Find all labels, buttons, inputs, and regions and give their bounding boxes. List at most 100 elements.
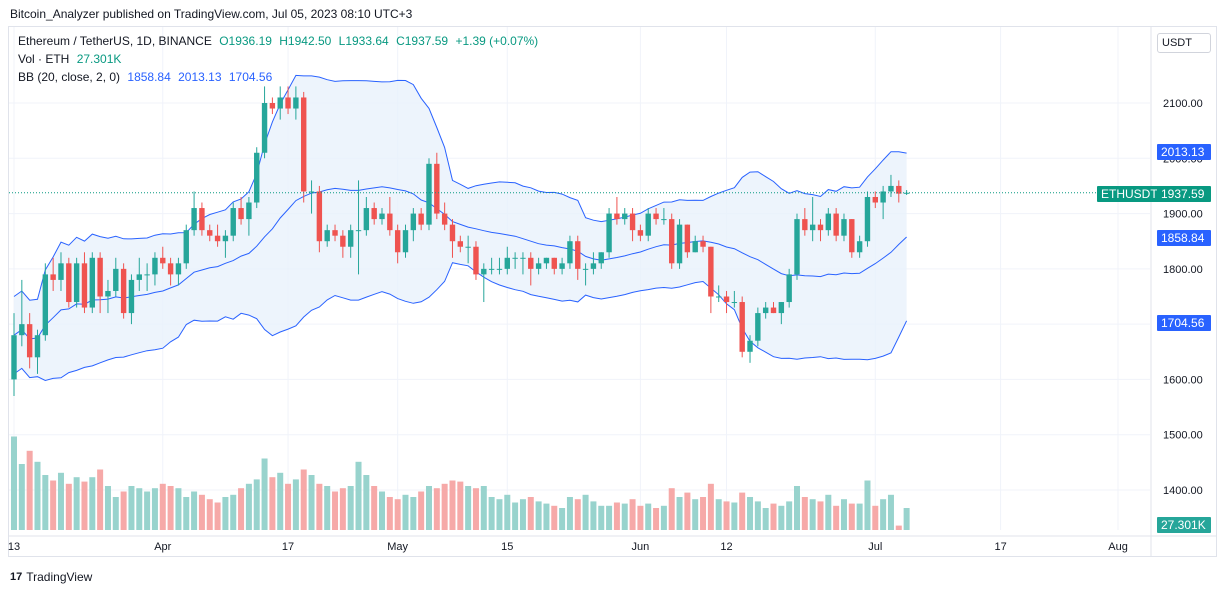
candle-body[interactable] (888, 185, 894, 192)
candle-body[interactable] (661, 219, 667, 221)
candle-body[interactable] (58, 263, 64, 280)
candle-body[interactable] (481, 268, 487, 275)
footer-brand[interactable]: TradingView (26, 570, 93, 584)
candle-body[interactable] (410, 213, 417, 231)
candle-body[interactable] (692, 241, 698, 253)
candle-body[interactable] (559, 263, 565, 269)
candle-body[interactable] (864, 196, 871, 242)
candle-body[interactable] (42, 274, 49, 336)
candle-body[interactable] (637, 230, 644, 236)
candle-body[interactable] (434, 163, 440, 214)
candle-body[interactable] (347, 230, 354, 247)
candle-body[interactable] (708, 246, 714, 297)
candle-body[interactable] (802, 219, 808, 231)
candle-body[interactable] (794, 219, 800, 275)
candle-body[interactable] (324, 230, 330, 242)
candle-body[interactable] (19, 324, 25, 336)
candle-body[interactable] (645, 213, 651, 236)
candle-body[interactable] (191, 208, 197, 231)
candle-body[interactable] (849, 219, 855, 253)
candle-body[interactable] (73, 263, 80, 303)
candle-body[interactable] (285, 97, 291, 109)
candle-body[interactable] (535, 263, 542, 269)
candle-body[interactable] (833, 213, 839, 236)
candle-body[interactable] (160, 257, 166, 264)
candle-body[interactable] (504, 257, 510, 269)
candle-body[interactable] (332, 230, 338, 236)
candle-body[interactable] (669, 219, 675, 264)
candle-body[interactable] (684, 224, 691, 253)
candle-body[interactable] (11, 335, 17, 380)
candle-body[interactable] (629, 213, 636, 231)
candle-body[interactable] (261, 103, 268, 153)
currency-button[interactable]: USDT (1157, 33, 1211, 53)
candle-body[interactable] (809, 224, 816, 231)
candle-body[interactable] (144, 274, 150, 276)
candle-body[interactable] (700, 241, 706, 247)
candle-body[interactable] (308, 191, 315, 193)
candle-body[interactable] (293, 97, 299, 109)
candle-body[interactable] (89, 257, 95, 308)
candle-body[interactable] (26, 324, 33, 358)
candle-body[interactable] (254, 152, 260, 203)
candle-body[interactable] (817, 224, 824, 231)
legend-symbol[interactable]: Ethereum / TetherUS, 1D, BINANCE (18, 34, 212, 48)
candle-body[interactable] (97, 257, 103, 297)
candle-body[interactable] (277, 97, 283, 109)
candle-body[interactable] (418, 213, 424, 225)
candle-body[interactable] (622, 213, 628, 220)
candle-body[interactable] (590, 263, 597, 269)
candle-body[interactable] (896, 185, 902, 194)
candle-body[interactable] (175, 263, 182, 275)
candle-body[interactable] (402, 230, 409, 253)
candle-body[interactable] (528, 257, 534, 269)
candle-body[interactable] (778, 302, 785, 314)
candle-body[interactable] (770, 307, 777, 314)
candle-body[interactable] (426, 163, 432, 225)
chart-frame[interactable] (8, 26, 1217, 557)
candle-body[interactable] (739, 302, 745, 352)
candle-body[interactable] (512, 257, 518, 259)
candle-body[interactable] (457, 241, 464, 247)
candle-body[interactable] (183, 230, 189, 264)
candle-body[interactable] (598, 252, 604, 264)
candle-body[interactable] (606, 213, 612, 253)
candle-body[interactable] (731, 302, 738, 304)
candle-body[interactable] (34, 335, 41, 358)
candle-body[interactable] (355, 230, 362, 232)
candle-body[interactable] (614, 213, 620, 220)
candle-body[interactable] (379, 213, 385, 220)
candle-body[interactable] (582, 268, 589, 270)
candle-body[interactable] (872, 196, 878, 203)
candle-body[interactable] (676, 224, 683, 264)
candle-body[interactable] (136, 274, 142, 280)
candle-body[interactable] (66, 263, 72, 303)
candle-body[interactable] (575, 241, 581, 269)
candle-body[interactable] (371, 208, 377, 220)
candle-body[interactable] (199, 208, 205, 231)
candle-body[interactable] (723, 296, 730, 303)
candle-body[interactable] (113, 268, 119, 291)
candle-body[interactable] (316, 191, 323, 242)
candle-body[interactable] (551, 257, 557, 269)
candle-body[interactable] (825, 213, 832, 231)
candle-body[interactable] (394, 230, 401, 253)
candle-body[interactable] (755, 313, 761, 341)
candle-body[interactable] (238, 208, 244, 220)
candle-body[interactable] (167, 263, 174, 275)
candle-body[interactable] (301, 97, 307, 192)
candle-body[interactable] (340, 235, 346, 247)
candle-body[interactable] (488, 268, 495, 270)
candle-body[interactable] (222, 235, 229, 242)
candle-body[interactable] (762, 307, 769, 314)
candle-body[interactable] (520, 257, 526, 259)
legend-bb-label[interactable]: BB (20, close, 2, 0) (18, 70, 121, 84)
candle-body[interactable] (653, 213, 659, 220)
candle-body[interactable] (81, 263, 88, 308)
candle-body[interactable] (128, 279, 135, 314)
candle-body[interactable] (214, 235, 221, 242)
candle-body[interactable] (230, 208, 236, 236)
legend-vol-label[interactable]: Vol · ETH (18, 52, 70, 66)
candle-body[interactable] (363, 208, 370, 231)
candle-body[interactable] (473, 246, 479, 275)
